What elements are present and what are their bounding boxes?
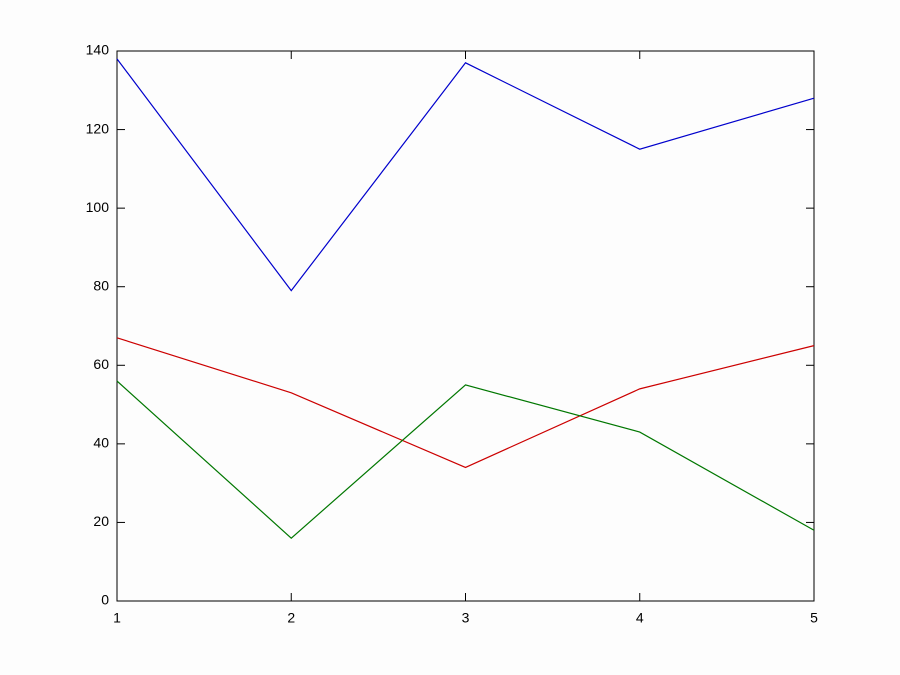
y-tick-label: 60 xyxy=(93,356,109,372)
x-tick-label: 3 xyxy=(462,610,470,626)
y-tick-label: 80 xyxy=(93,277,109,293)
y-tick-label: 120 xyxy=(86,120,110,136)
series-line xyxy=(116,380,815,539)
y-tick-label: 40 xyxy=(93,435,109,451)
x-tick-label: 2 xyxy=(287,610,295,626)
y-tick-label: 0 xyxy=(101,592,109,608)
x-tick-label: 5 xyxy=(810,610,818,626)
x-tick-label: 4 xyxy=(636,610,644,626)
y-tick-label: 100 xyxy=(86,199,110,215)
y-tick-label: 20 xyxy=(93,513,109,529)
series-line xyxy=(116,337,815,469)
x-tick-label: 1 xyxy=(113,610,121,626)
series-line xyxy=(116,58,815,292)
y-tick-label: 140 xyxy=(86,42,110,58)
